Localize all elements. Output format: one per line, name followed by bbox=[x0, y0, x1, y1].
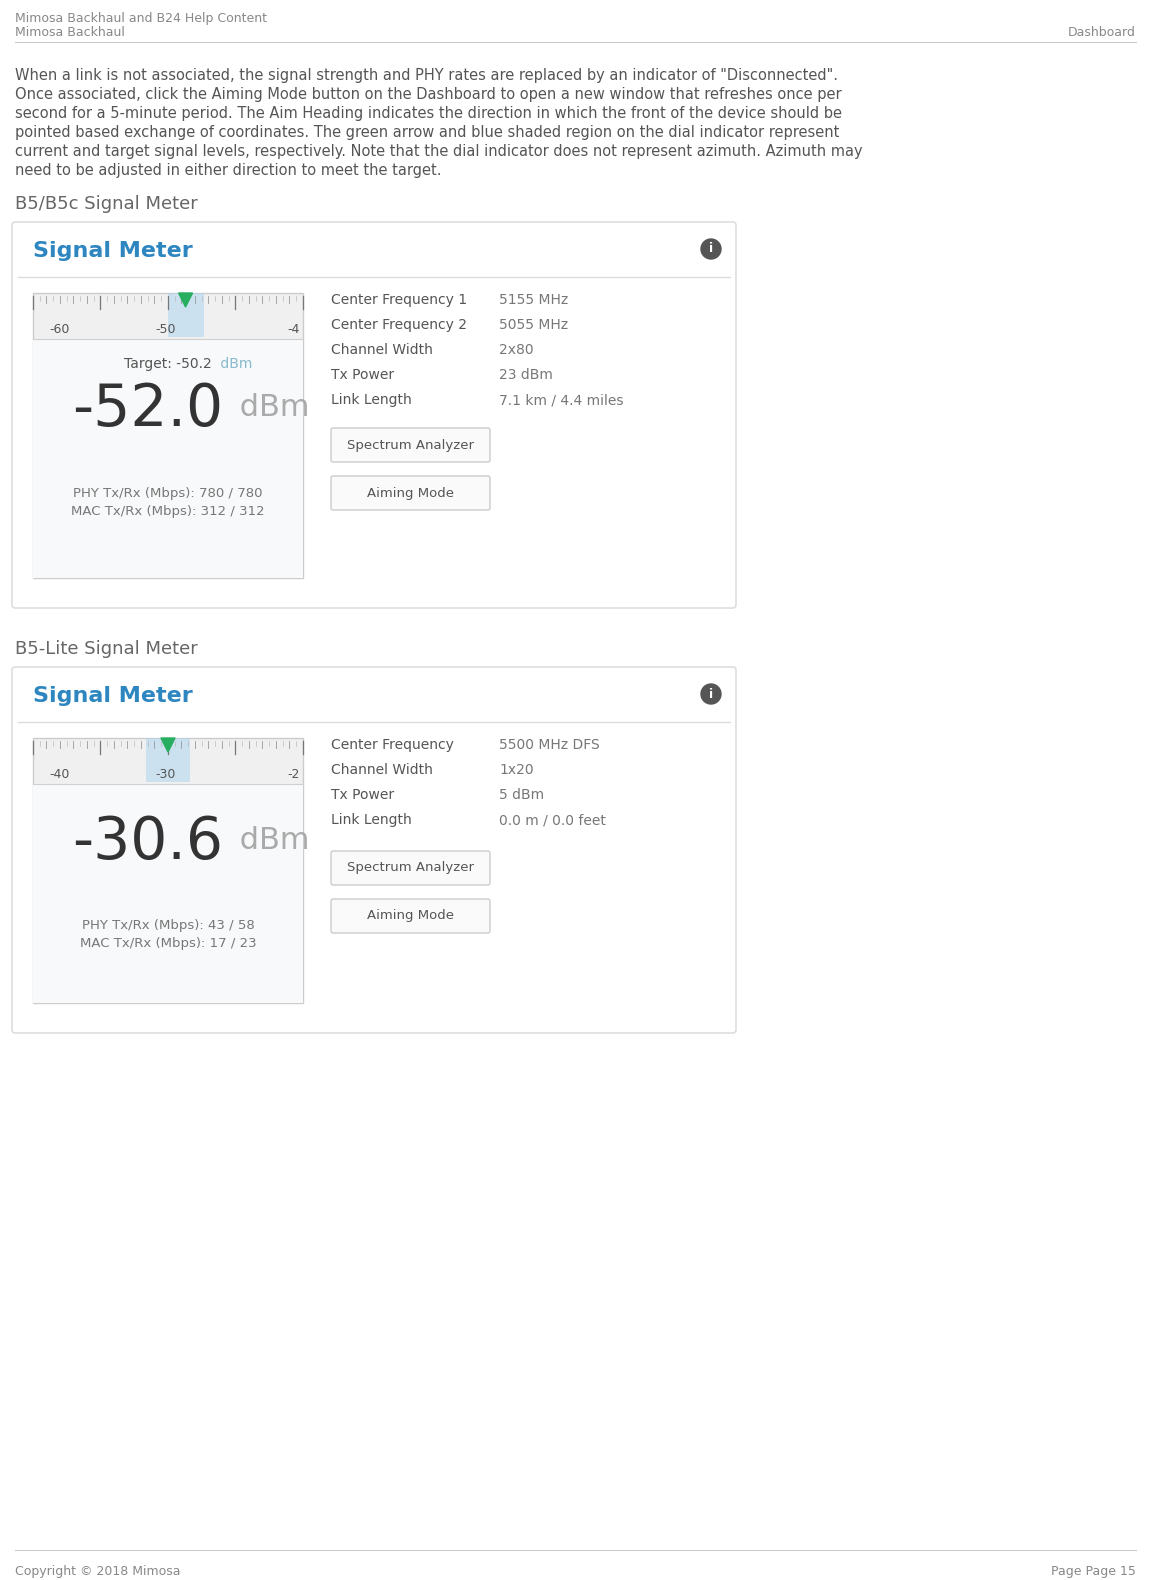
Text: Center Frequency 2: Center Frequency 2 bbox=[331, 318, 467, 332]
Bar bbox=[146, 738, 190, 782]
Text: Once associated, click the Aiming Mode button on the Dashboard to open a new win: Once associated, click the Aiming Mode b… bbox=[15, 87, 841, 103]
Text: Signal Meter: Signal Meter bbox=[33, 686, 192, 706]
Text: 7.1 km / 4.4 miles: 7.1 km / 4.4 miles bbox=[500, 393, 624, 408]
Text: Copyright © 2018 Mimosa: Copyright © 2018 Mimosa bbox=[15, 1566, 181, 1578]
Text: Spectrum Analyzer: Spectrum Analyzer bbox=[346, 861, 474, 874]
Text: -50: -50 bbox=[155, 322, 176, 337]
Text: Mimosa Backhaul and B24 Help Content: Mimosa Backhaul and B24 Help Content bbox=[15, 13, 267, 25]
Circle shape bbox=[701, 684, 721, 705]
Text: -4: -4 bbox=[288, 322, 300, 337]
Text: 1x20: 1x20 bbox=[500, 763, 534, 777]
FancyBboxPatch shape bbox=[12, 667, 735, 1033]
Text: -30: -30 bbox=[155, 768, 175, 781]
Text: Aiming Mode: Aiming Mode bbox=[367, 487, 453, 499]
Text: second for a 5-minute period. The Aim Heading indicates the direction in which t: second for a 5-minute period. The Aim He… bbox=[15, 106, 843, 122]
FancyBboxPatch shape bbox=[331, 476, 490, 510]
FancyBboxPatch shape bbox=[331, 428, 490, 461]
Text: -52.0: -52.0 bbox=[73, 381, 223, 438]
Text: PHY Tx/Rx (Mbps): 43 / 58: PHY Tx/Rx (Mbps): 43 / 58 bbox=[82, 920, 254, 932]
FancyBboxPatch shape bbox=[331, 899, 490, 934]
Text: Center Frequency: Center Frequency bbox=[331, 738, 453, 752]
Text: -60: -60 bbox=[49, 322, 70, 337]
FancyBboxPatch shape bbox=[12, 223, 735, 608]
Polygon shape bbox=[161, 738, 175, 752]
Text: -2: -2 bbox=[288, 768, 300, 781]
Bar bbox=[33, 340, 303, 578]
Text: dBm: dBm bbox=[216, 357, 252, 371]
Text: pointed based exchange of coordinates. The green arrow and blue shaded region on: pointed based exchange of coordinates. T… bbox=[15, 125, 839, 141]
Text: PHY Tx/Rx (Mbps): 780 / 780: PHY Tx/Rx (Mbps): 780 / 780 bbox=[74, 487, 262, 499]
Text: Link Length: Link Length bbox=[331, 814, 412, 826]
Text: Signal Meter: Signal Meter bbox=[33, 242, 192, 261]
Text: 5500 MHz DFS: 5500 MHz DFS bbox=[500, 738, 600, 752]
Text: Spectrum Analyzer: Spectrum Analyzer bbox=[346, 439, 474, 452]
Text: Channel Width: Channel Width bbox=[331, 343, 433, 357]
Text: 5 dBm: 5 dBm bbox=[500, 788, 544, 803]
Text: Page Page 15: Page Page 15 bbox=[1051, 1566, 1136, 1578]
Text: -30.6: -30.6 bbox=[73, 814, 223, 871]
Text: Dashboard: Dashboard bbox=[1068, 25, 1136, 40]
FancyBboxPatch shape bbox=[33, 738, 303, 1003]
Text: When a link is not associated, the signal strength and PHY rates are replaced by: When a link is not associated, the signa… bbox=[15, 68, 838, 84]
Text: Center Frequency 1: Center Frequency 1 bbox=[331, 292, 467, 307]
Text: -40: -40 bbox=[49, 768, 70, 781]
Text: 23 dBm: 23 dBm bbox=[500, 368, 552, 382]
Text: Target: -50.2: Target: -50.2 bbox=[124, 357, 212, 371]
Text: Tx Power: Tx Power bbox=[331, 788, 394, 803]
Text: 5055 MHz: 5055 MHz bbox=[500, 318, 569, 332]
Text: i: i bbox=[709, 242, 714, 256]
FancyBboxPatch shape bbox=[33, 292, 303, 578]
Text: MAC Tx/Rx (Mbps): 312 / 312: MAC Tx/Rx (Mbps): 312 / 312 bbox=[71, 506, 265, 518]
Text: 0.0 m / 0.0 feet: 0.0 m / 0.0 feet bbox=[500, 814, 605, 826]
Bar bbox=[168, 292, 205, 337]
Text: Mimosa Backhaul: Mimosa Backhaul bbox=[15, 25, 124, 40]
Text: 5155 MHz: 5155 MHz bbox=[500, 292, 569, 307]
Text: B5-Lite Signal Meter: B5-Lite Signal Meter bbox=[15, 640, 198, 657]
Text: Tx Power: Tx Power bbox=[331, 368, 394, 382]
Text: Link Length: Link Length bbox=[331, 393, 412, 408]
Text: Aiming Mode: Aiming Mode bbox=[367, 910, 453, 923]
Text: current and target signal levels, respectively. Note that the dial indicator doe: current and target signal levels, respec… bbox=[15, 144, 862, 160]
Text: dBm: dBm bbox=[230, 826, 310, 855]
Text: B5/B5c Signal Meter: B5/B5c Signal Meter bbox=[15, 194, 198, 213]
Text: need to be adjusted in either direction to meet the target.: need to be adjusted in either direction … bbox=[15, 163, 442, 179]
FancyBboxPatch shape bbox=[331, 852, 490, 885]
Polygon shape bbox=[178, 292, 192, 307]
Text: i: i bbox=[709, 687, 714, 700]
Circle shape bbox=[701, 239, 721, 259]
Bar bbox=[33, 784, 303, 1003]
Text: dBm: dBm bbox=[230, 393, 310, 422]
Text: 2x80: 2x80 bbox=[500, 343, 534, 357]
Text: MAC Tx/Rx (Mbps): 17 / 23: MAC Tx/Rx (Mbps): 17 / 23 bbox=[79, 937, 257, 950]
Text: Channel Width: Channel Width bbox=[331, 763, 433, 777]
